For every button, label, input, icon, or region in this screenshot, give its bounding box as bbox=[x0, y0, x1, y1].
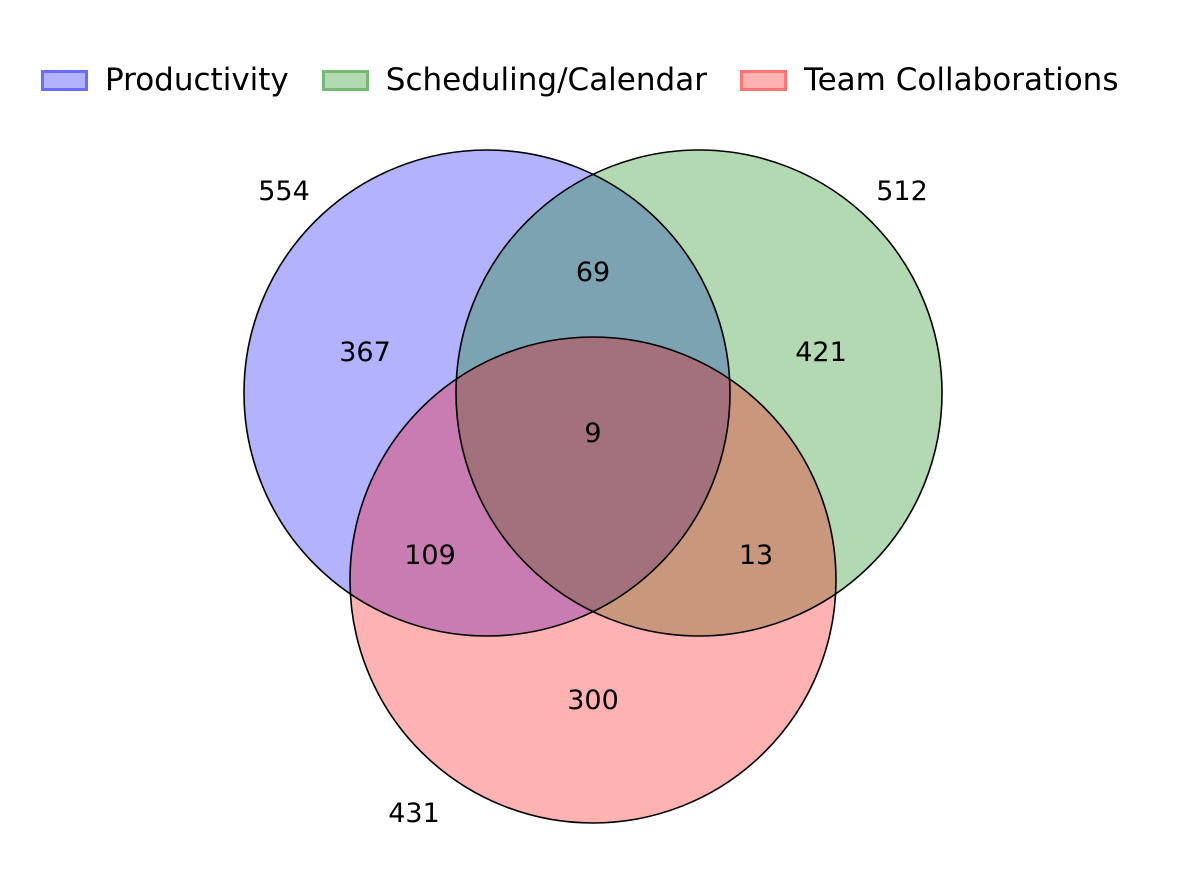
scheduling-only-label: 421 bbox=[795, 337, 847, 368]
productivity-outline bbox=[243, 149, 731, 637]
team-collaborations-circle bbox=[350, 337, 836, 823]
productivity-circle bbox=[244, 150, 730, 636]
productivity-team-label: 109 bbox=[404, 540, 456, 571]
productivity-scheduling-label: 69 bbox=[576, 257, 610, 288]
scheduling-total-label: 512 bbox=[876, 176, 928, 207]
scheduling-outline bbox=[455, 149, 943, 637]
legend-swatch-scheduling bbox=[321, 69, 369, 91]
team-collaborations-only-label: 300 bbox=[567, 685, 619, 716]
legend-label-productivity: Productivity bbox=[105, 62, 289, 98]
legend-item-productivity: Productivity bbox=[41, 58, 289, 102]
legend-item-team-collaborations: Team Collaborations bbox=[739, 58, 1119, 102]
scheduling-circle bbox=[456, 150, 942, 636]
legend-label-team-collaborations: Team Collaborations bbox=[803, 62, 1119, 98]
legend-item-scheduling: Scheduling/Calendar bbox=[321, 58, 707, 102]
legend-swatch-team-collaborations bbox=[739, 69, 787, 91]
all-three-label: 9 bbox=[584, 418, 601, 449]
team-collaborations-outline bbox=[349, 336, 837, 824]
productivity-only-label: 367 bbox=[339, 337, 391, 368]
productivity-total-label: 554 bbox=[258, 176, 310, 207]
team-collaborations-total-label: 431 bbox=[388, 798, 440, 829]
legend: Productivity Scheduling/Calendar Team Co… bbox=[41, 58, 1118, 102]
legend-label-scheduling: Scheduling/Calendar bbox=[385, 62, 707, 98]
scheduling-team-label: 13 bbox=[739, 540, 773, 571]
legend-swatch-productivity bbox=[41, 69, 88, 91]
